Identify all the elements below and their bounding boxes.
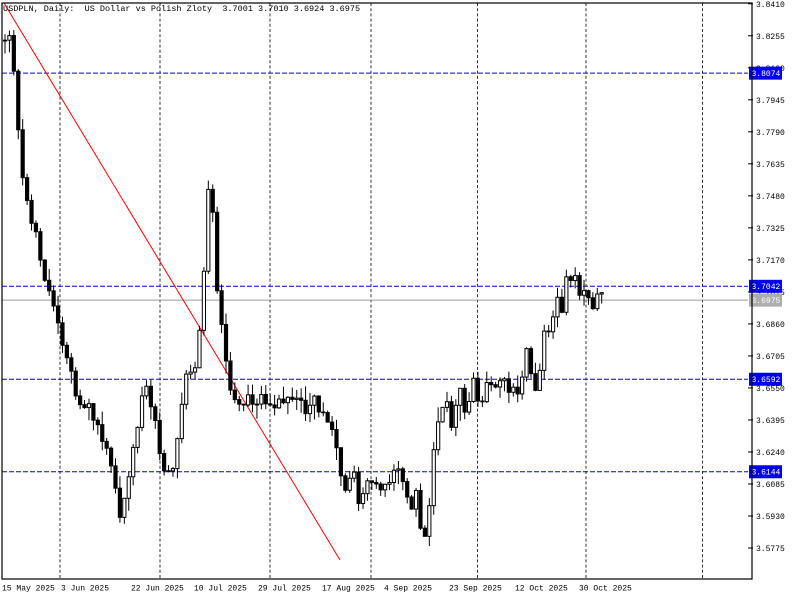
svg-text:3.7945: 3.7945 bbox=[756, 97, 785, 106]
svg-text:3.6860: 3.6860 bbox=[756, 321, 785, 330]
svg-text:22 Jun 2025: 22 Jun 2025 bbox=[131, 585, 184, 594]
svg-text:3.7042: 3.7042 bbox=[752, 283, 781, 292]
svg-text:17 Aug 2025: 17 Aug 2025 bbox=[322, 585, 375, 594]
svg-text:3.6240: 3.6240 bbox=[756, 449, 785, 458]
svg-text:29 Jul 2025: 29 Jul 2025 bbox=[258, 585, 311, 594]
svg-text:3.6975: 3.6975 bbox=[752, 297, 781, 306]
svg-text:3.8410: 3.8410 bbox=[756, 1, 785, 10]
svg-text:3.7790: 3.7790 bbox=[756, 129, 785, 138]
svg-text:3.6705: 3.6705 bbox=[756, 353, 785, 362]
svg-text:3.8255: 3.8255 bbox=[756, 33, 785, 42]
svg-text:3.5930: 3.5930 bbox=[756, 513, 785, 522]
svg-text:3.8074: 3.8074 bbox=[752, 70, 781, 79]
svg-text:USDPLN, Daily: US Dollar vs P: USDPLN, Daily: US Dollar vs Polish Zloty… bbox=[3, 4, 360, 14]
svg-text:3.6550: 3.6550 bbox=[756, 385, 785, 394]
svg-text:12 Oct 2025: 12 Oct 2025 bbox=[515, 585, 568, 594]
svg-text:3.7635: 3.7635 bbox=[756, 161, 785, 170]
svg-text:3.7480: 3.7480 bbox=[756, 193, 785, 202]
svg-text:4 Sep 2025: 4 Sep 2025 bbox=[384, 585, 432, 594]
svg-text:3.6395: 3.6395 bbox=[756, 417, 785, 426]
svg-text:3 Jun 2025: 3 Jun 2025 bbox=[61, 585, 109, 594]
svg-text:23 Sep 2025: 23 Sep 2025 bbox=[449, 585, 502, 594]
svg-text:15 May 2025: 15 May 2025 bbox=[2, 585, 55, 594]
svg-text:3.7325: 3.7325 bbox=[756, 225, 785, 234]
svg-text:3.7170: 3.7170 bbox=[756, 257, 785, 266]
svg-text:30 Oct 2025: 30 Oct 2025 bbox=[579, 585, 632, 594]
svg-text:3.6144: 3.6144 bbox=[752, 469, 781, 478]
svg-text:3.5775: 3.5775 bbox=[756, 545, 785, 554]
svg-text:3.6592: 3.6592 bbox=[752, 376, 781, 385]
svg-text:3.6085: 3.6085 bbox=[756, 481, 785, 490]
svg-text:10 Jul 2025: 10 Jul 2025 bbox=[194, 585, 247, 594]
